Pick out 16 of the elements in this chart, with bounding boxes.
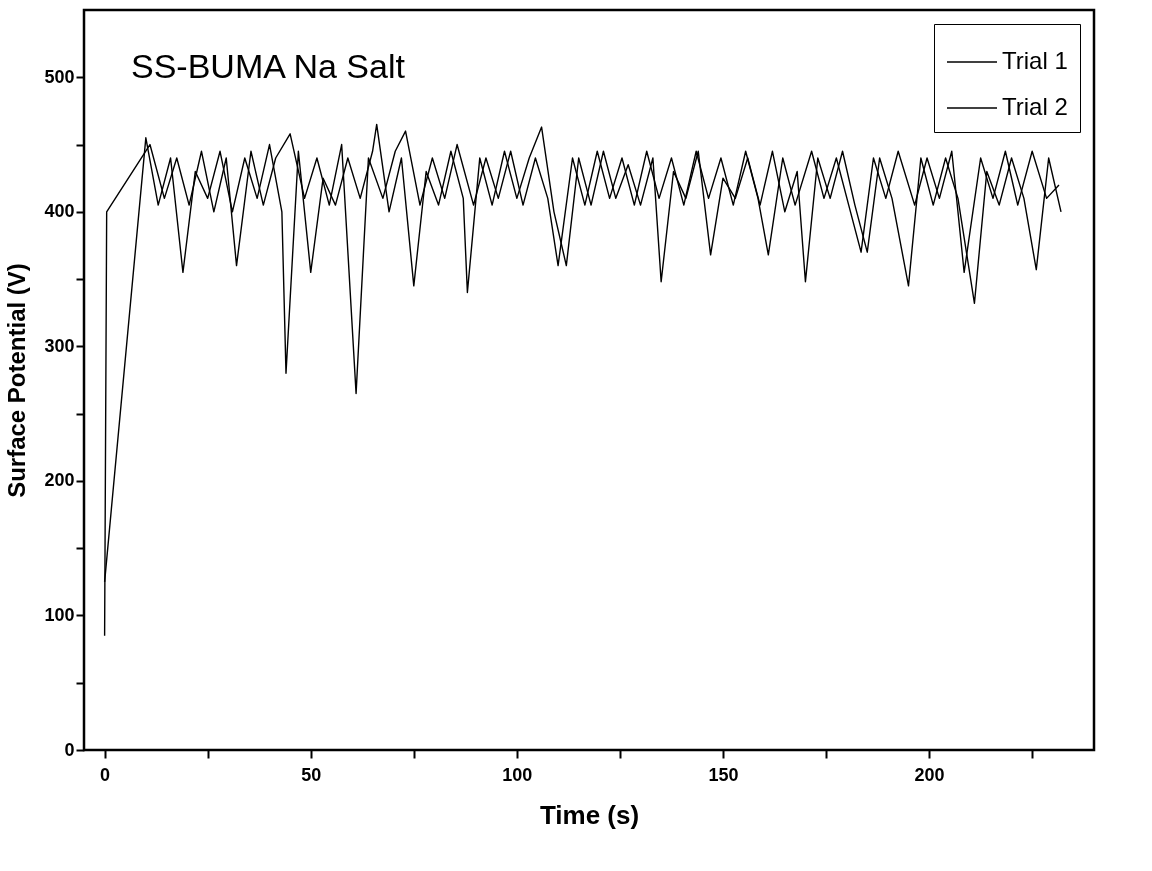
x-tick-label: 100: [502, 764, 533, 785]
text: SS-BUMA Na Salt: [130, 47, 406, 85]
x-tick-label: 200: [914, 764, 945, 785]
y-tick-label: 200: [44, 470, 75, 491]
legend-label: Trial 1: [1002, 47, 1068, 74]
x-tick-label: 0: [100, 764, 111, 785]
y-tick-label: 100: [44, 604, 75, 625]
y-axis-title: Surface Potential (V): [3, 263, 31, 498]
legend-label: Trial 2: [1002, 93, 1068, 120]
y-tick-label: 500: [44, 66, 75, 87]
x-tick-label: 150: [708, 764, 739, 785]
y-tick-label: 400: [44, 201, 75, 222]
y-tick-label: 300: [44, 335, 75, 356]
x-tick-label: 50: [301, 764, 322, 785]
x-axis-title: Time (s): [539, 799, 640, 830]
y-tick-label: 0: [64, 739, 75, 760]
